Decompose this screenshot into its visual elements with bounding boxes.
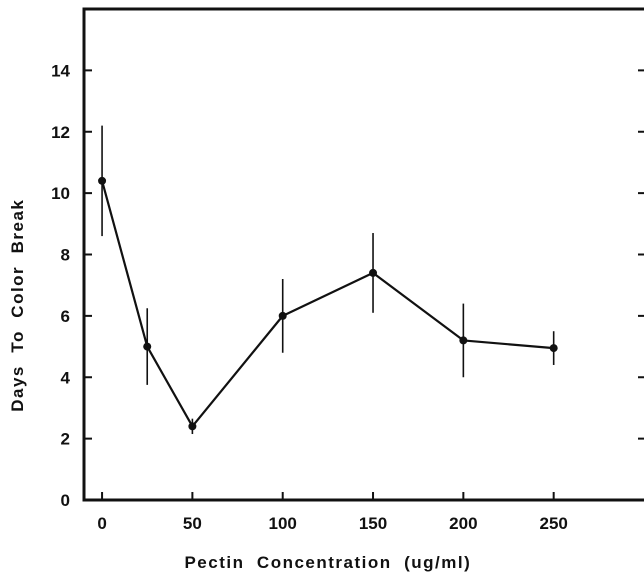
data-point: [278, 311, 287, 320]
y-tick-label: 12: [51, 123, 70, 142]
y-axis-label: Days To Color Break: [8, 199, 27, 412]
x-tick-label: 250: [539, 514, 567, 533]
data-point: [549, 344, 558, 353]
y-tick-label: 0: [61, 491, 70, 510]
y-tick-label: 2: [61, 430, 70, 449]
y-tick-label: 6: [61, 307, 70, 326]
x-tick-label: 200: [449, 514, 477, 533]
data-point: [459, 336, 468, 345]
y-tick-label: 10: [51, 184, 70, 203]
series-line: [101, 180, 554, 428]
y-tick-label: 4: [61, 368, 71, 387]
y-tick-label: 8: [61, 246, 70, 265]
x-tick-label: 100: [269, 514, 297, 533]
data-point: [98, 176, 107, 185]
x-tick-label: 0: [97, 514, 106, 533]
data-point: [369, 268, 378, 277]
x-tick-label: 150: [359, 514, 387, 533]
x-tick-label: 50: [183, 514, 202, 533]
data-point: [188, 422, 197, 431]
x-axis-label: Pectin Concentration (ug/ml): [184, 553, 471, 572]
y-tick-label: 14: [51, 61, 70, 80]
data-point: [143, 342, 152, 351]
